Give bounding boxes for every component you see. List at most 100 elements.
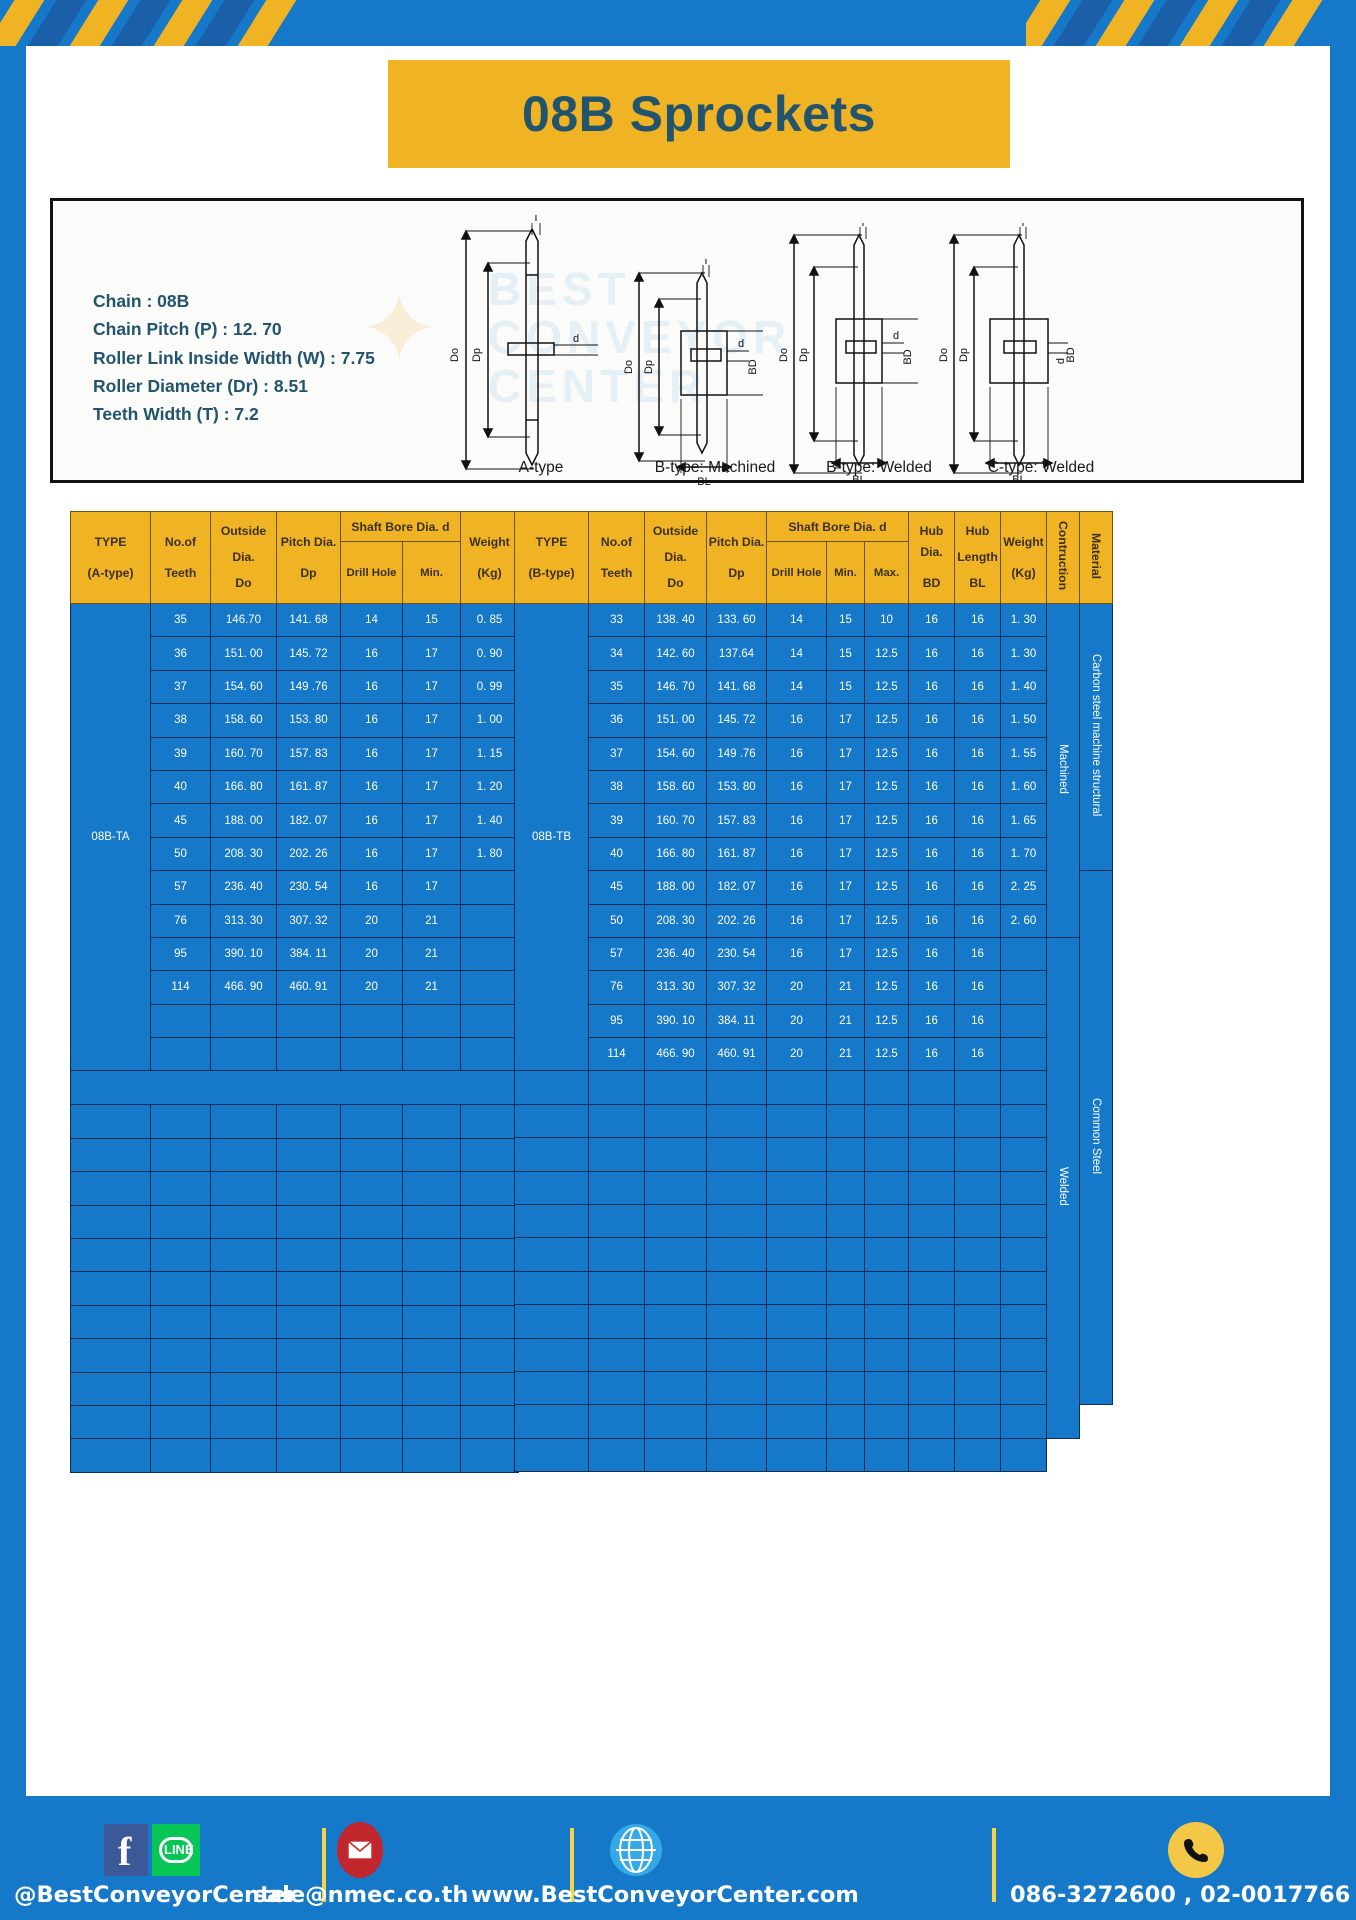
line-icon[interactable]: LINE xyxy=(152,1824,200,1876)
cell-teeth: 45 xyxy=(588,870,645,905)
header-material-b: Material xyxy=(1079,511,1113,604)
cell-min: 17 xyxy=(826,703,865,738)
table-row: 40 166. 80 161. 87 16 17 12.5 16 16 1. 7… xyxy=(515,836,1113,872)
cell-dp: 141. 68 xyxy=(706,669,767,705)
cell-teeth: 35 xyxy=(588,669,645,705)
page-title: 08B Sprockets xyxy=(388,60,1010,168)
table-row: 37 154. 60 149 .76 16 17 12.5 16 16 1. 5… xyxy=(515,736,1113,771)
svg-text:T: T xyxy=(703,259,710,267)
cell-max: 12.5 xyxy=(864,1003,909,1039)
phone-text[interactable]: 086-3272600 , 02-0017766 xyxy=(1010,1882,1351,1908)
table-row-blank xyxy=(514,1437,1113,1473)
cell-bd: 16 xyxy=(908,970,955,1005)
cell-do: 146. 70 xyxy=(644,669,707,705)
cell-min: 15 xyxy=(826,636,865,671)
svg-text:T: T xyxy=(860,223,867,229)
table-row: 39 160. 70 157. 83 16 17 1. 15 xyxy=(71,736,519,771)
email-icon[interactable] xyxy=(337,1822,383,1878)
cell-do: 466. 90 xyxy=(210,970,277,1005)
table-row-blank xyxy=(514,1370,1113,1406)
facebook-icon[interactable]: f xyxy=(104,1824,148,1876)
cell-min xyxy=(402,1037,461,1072)
cell-teeth: 57 xyxy=(150,870,211,905)
spec-chain-pitch: Chain Pitch (P) : 12. 70 xyxy=(93,319,282,340)
svg-text:d: d xyxy=(893,330,899,342)
sprocket-drawing-a-type: Do Dp T d xyxy=(448,215,618,485)
cell-teeth: 95 xyxy=(588,1003,645,1039)
cell-teeth: 45 xyxy=(150,803,211,838)
table-row xyxy=(71,1037,519,1072)
cell-bd: 16 xyxy=(908,602,955,638)
cell-bl: 16 xyxy=(954,870,1001,905)
header-drill-hole-b: Drill Hole xyxy=(766,541,827,604)
svg-text:BL: BL xyxy=(697,476,710,488)
cell-bl: 16 xyxy=(954,1037,1001,1072)
svg-text:BD: BD xyxy=(902,349,914,364)
cell-weight: 1. 20 xyxy=(460,769,519,805)
svg-text:d: d xyxy=(738,338,744,350)
cell-teeth: 114 xyxy=(150,970,211,1005)
cell-max: 12.5 xyxy=(864,903,909,938)
cell-weight: 1. 55 xyxy=(1000,736,1047,771)
cell-do: 313. 30 xyxy=(210,903,277,938)
cell-dp: 161. 87 xyxy=(276,769,341,805)
svg-text:T: T xyxy=(1020,223,1027,229)
table-row: 34 142. 60 137.64 14 15 12.5 16 16 1. 30 xyxy=(515,636,1113,671)
cell-do: 154. 60 xyxy=(644,736,707,771)
sprocket-drawing-b-welded: Do Dp T d BD BL xyxy=(778,223,968,485)
cell-min: 15 xyxy=(826,602,865,638)
cell-do: 313. 30 xyxy=(644,970,707,1005)
cell-weight: 1. 80 xyxy=(460,836,519,872)
table-row-blank xyxy=(70,1204,519,1240)
table-row-blank xyxy=(514,1237,1113,1272)
cell-dp: 182. 07 xyxy=(276,803,341,838)
header-outside-dia-a: Outside Dia. Do xyxy=(210,511,277,604)
cell-bd: 16 xyxy=(908,736,955,771)
cell-teeth: 34 xyxy=(588,636,645,671)
cell-bd: 16 xyxy=(908,636,955,671)
cell-dp: 141. 68 xyxy=(276,602,341,638)
table-row: 36 151. 00 145. 72 16 17 0. 90 xyxy=(71,636,519,671)
table-row-blank xyxy=(514,1137,1113,1172)
cell-drill: 16 xyxy=(766,903,827,938)
cell-dp: 460. 91 xyxy=(276,970,341,1005)
cell-min: 17 xyxy=(402,803,461,838)
cell-max: 12.5 xyxy=(864,769,909,805)
phone-icon[interactable] xyxy=(1168,1822,1224,1878)
cell-min: 21 xyxy=(826,1003,865,1039)
table-b-header-row-1: TYPE (B-type) No.of Teeth Outside Dia. xyxy=(514,511,1113,604)
cell-construction-welded: Welded xyxy=(1046,936,1080,1439)
cell-dp: 157. 83 xyxy=(706,803,767,838)
cell-min: 17 xyxy=(402,669,461,705)
cell-dp: 182. 07 xyxy=(706,870,767,905)
table-row-blank xyxy=(70,1371,519,1406)
footer-divider-1 xyxy=(322,1828,326,1902)
email-text[interactable]: sale@nmec.co.th xyxy=(253,1882,469,1908)
cell-weight: 2. 25 xyxy=(1000,870,1047,905)
table-row: 95 390. 10 384. 11 20 21 xyxy=(71,936,519,972)
header-type-b: TYPE (B-type) xyxy=(514,511,589,604)
header-outside-dia-b: Outside Dia. Do xyxy=(644,511,707,604)
cell-bd: 16 xyxy=(908,703,955,738)
table-row: 08B-TA 35 146.70 141. 68 14 15 0. 85 xyxy=(70,602,519,1072)
table-row-blank xyxy=(70,1137,519,1173)
table-row: 45 188. 00 182. 07 16 17 12.5 16 16 2. 2… xyxy=(515,870,1113,1406)
corner-chevrons-left xyxy=(0,0,310,46)
social-handle[interactable]: @BestConveyorCenter xyxy=(14,1882,298,1908)
cell-dp: 153. 80 xyxy=(276,703,341,738)
cell-bd: 16 xyxy=(908,936,955,972)
svg-text:BD: BD xyxy=(1065,347,1077,362)
table-row: 50 208. 30 202. 26 16 17 12.5 16 16 2. 6… xyxy=(515,903,1113,938)
cell-min: 17 xyxy=(402,736,461,771)
cell-type-label-b: 08B-TB xyxy=(514,602,589,1072)
table-row: 50 208. 30 202. 26 16 17 1. 80 xyxy=(71,836,519,872)
website-text[interactable]: www.BestConveyorCenter.com xyxy=(471,1882,859,1908)
cell-teeth: 35 xyxy=(150,602,211,638)
globe-icon[interactable] xyxy=(608,1822,664,1878)
cell-bl: 16 xyxy=(954,636,1001,671)
table-row-blank xyxy=(70,1171,519,1206)
table-row-blank xyxy=(514,1103,1113,1139)
cell-weight: 1. 15 xyxy=(460,736,519,771)
table-row: 45 188. 00 182. 07 16 17 1. 40 xyxy=(71,803,519,838)
table-a-header-row-1: TYPE (A-type) No.of Teeth Outside Dia. xyxy=(70,511,519,604)
